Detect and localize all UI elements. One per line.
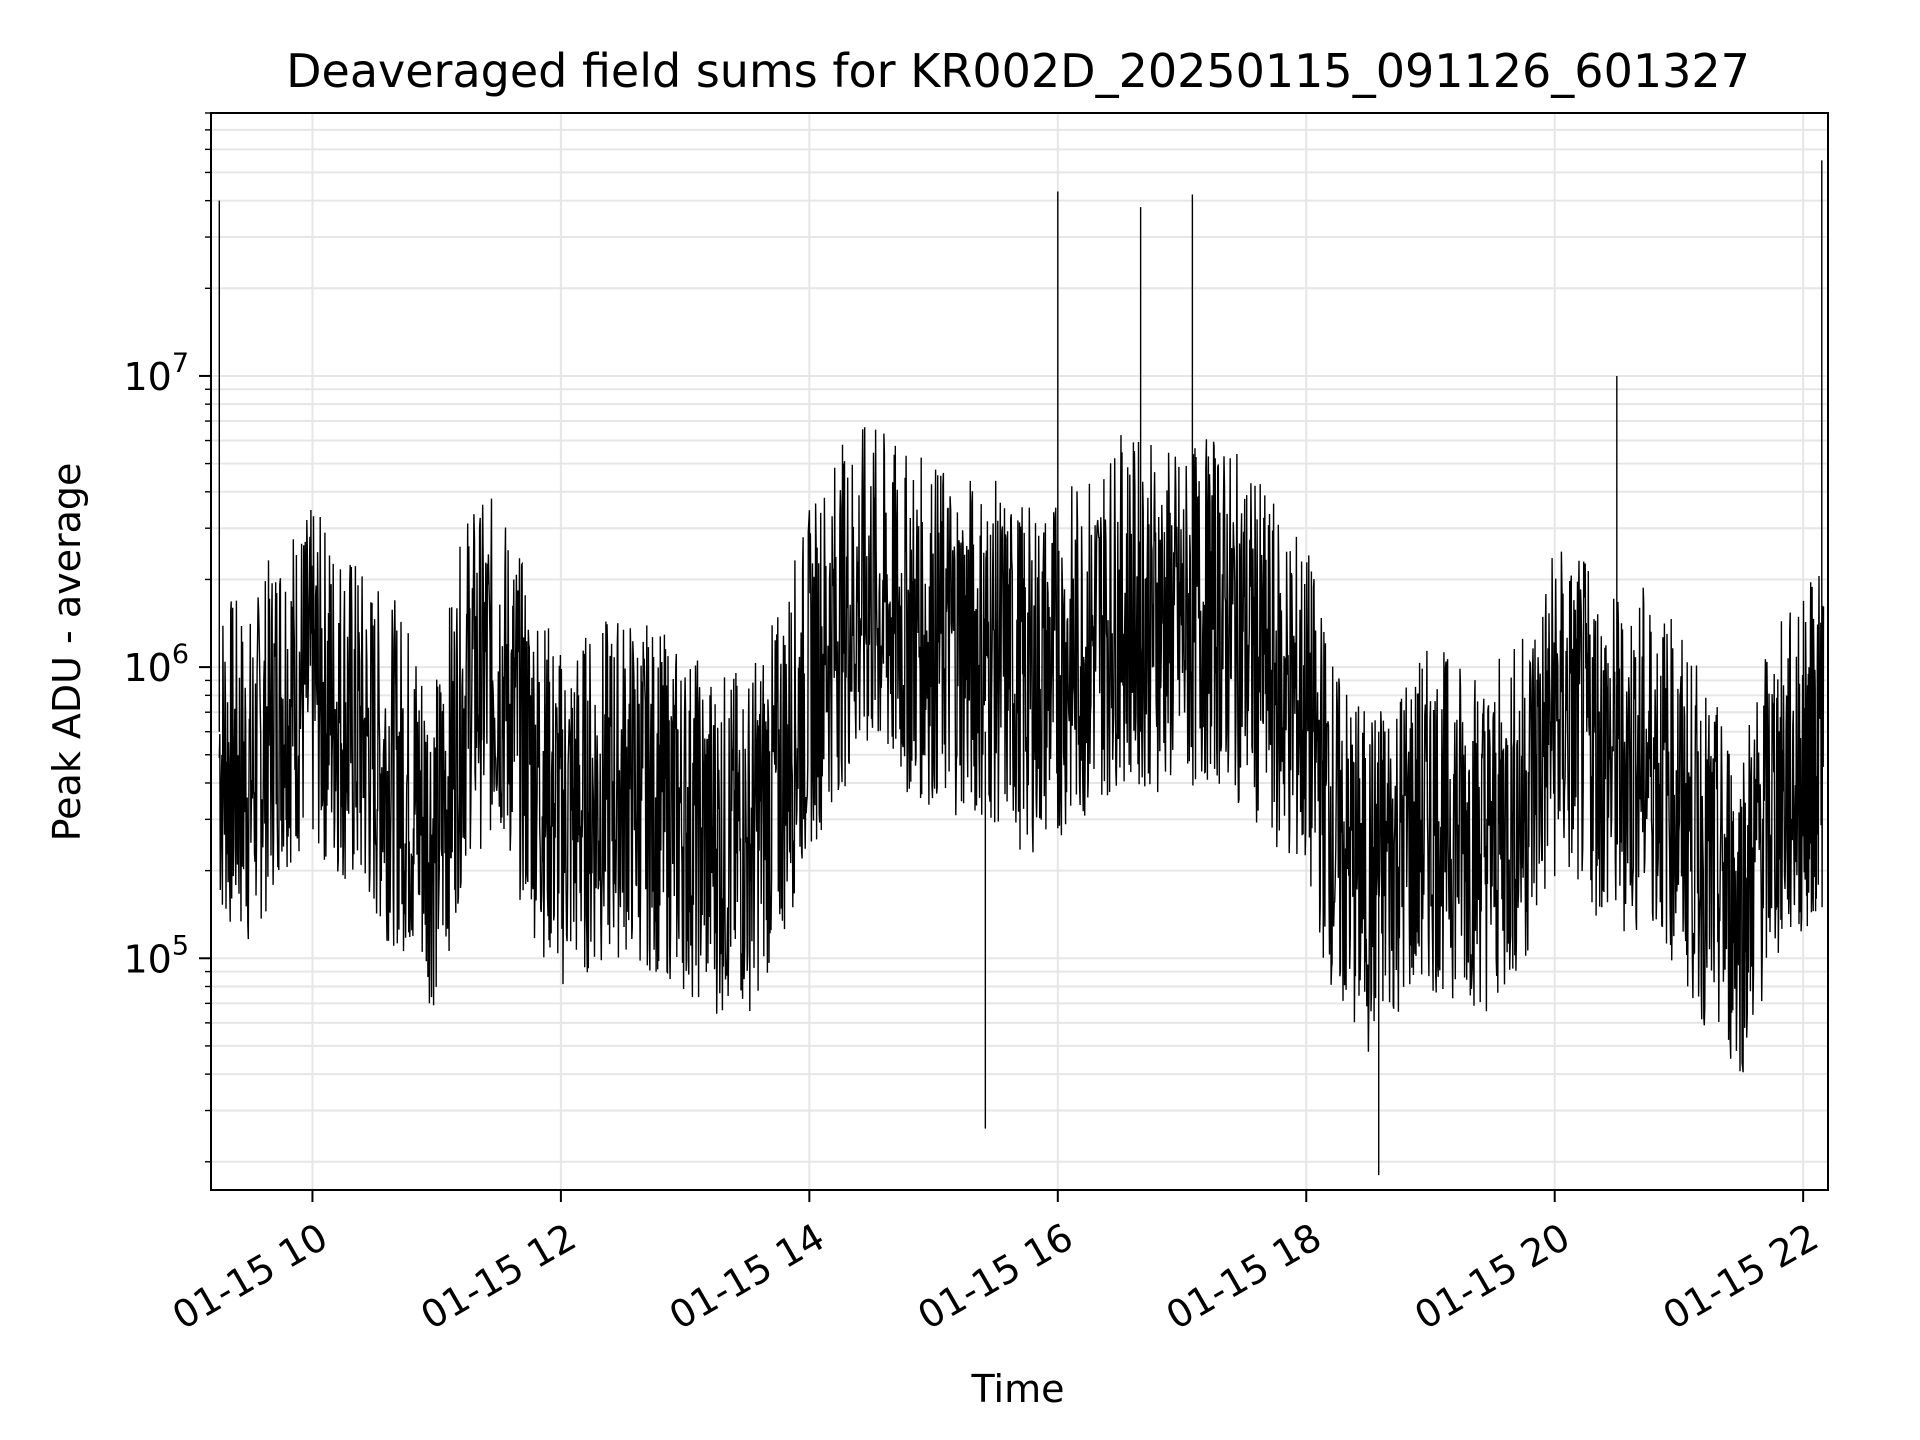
y-tick-label: 107 <box>123 348 189 399</box>
x-tick-label: 01-15 20 <box>1407 1215 1577 1339</box>
y-tick-label: 105 <box>123 930 189 981</box>
y-tick-label: 106 <box>123 639 189 690</box>
x-tick-label: 01-15 14 <box>662 1215 832 1339</box>
x-axis-label: Time <box>971 1367 1065 1411</box>
x-tick-label: 01-15 18 <box>1159 1215 1329 1339</box>
chart-title: Deaveraged field sums for KR002D_2025011… <box>286 44 1750 98</box>
plot-frame <box>210 112 1829 1191</box>
y-axis-label: Peak ADU - average <box>45 463 89 842</box>
x-tick-label: 01-15 10 <box>165 1215 335 1339</box>
y-axis-ticks: 105 106 107 <box>123 112 211 1163</box>
x-tick-label: 01-15 12 <box>413 1215 583 1339</box>
x-tick-label: 01-15 16 <box>910 1215 1080 1339</box>
x-tick-label: 01-15 22 <box>1656 1215 1826 1339</box>
x-axis-ticks: 01-15 10 01-15 12 01-15 14 01-15 16 01-15 18… <box>165 1190 1826 1338</box>
spike-lines <box>218 160 1823 1176</box>
series-line <box>218 427 1825 1073</box>
